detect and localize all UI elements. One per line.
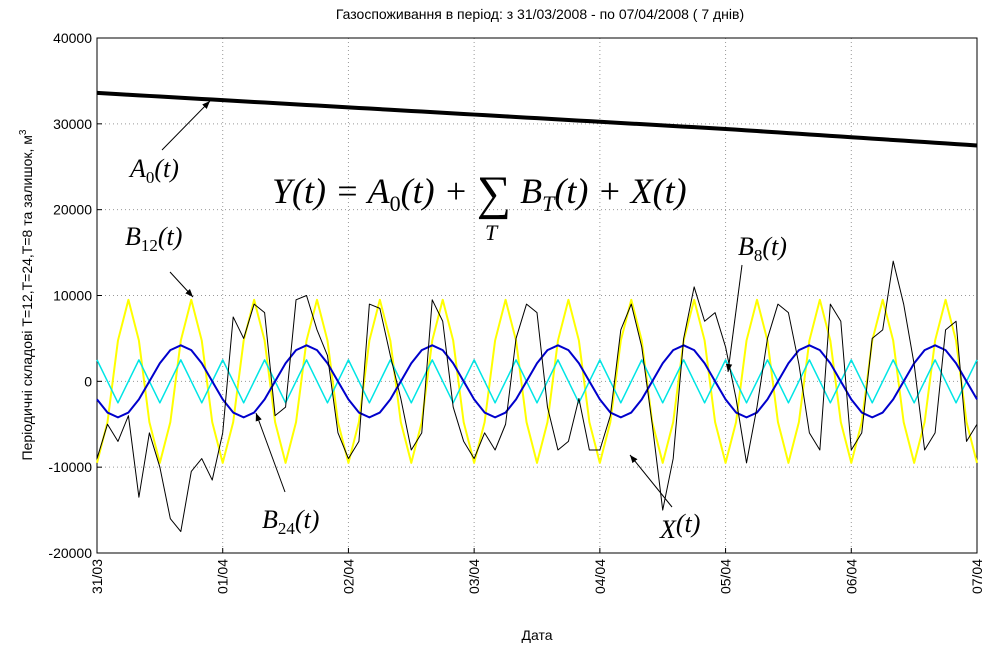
series-label-sub: 8 xyxy=(754,246,763,265)
series-line xyxy=(96,359,978,404)
x-tick-label: 04/04 xyxy=(592,559,608,594)
y-tick-label: -20000 xyxy=(48,545,92,561)
formula-part: (t) + X(t) xyxy=(554,171,686,211)
series-label-tail: (t) xyxy=(676,509,701,538)
x-tick-label: 05/04 xyxy=(718,559,734,594)
arrow xyxy=(161,100,211,151)
y-axis-label-sup: 3 xyxy=(18,129,29,135)
series-line xyxy=(96,260,978,533)
y-tick-label: 10000 xyxy=(53,288,92,304)
x-tick-label: 07/04 xyxy=(969,559,985,594)
formula-sub: T xyxy=(542,191,556,216)
series-label-tail: (t) xyxy=(762,232,787,261)
chart-title: Газоспоживання в період: з 31/03/2008 - … xyxy=(336,6,744,22)
series-label-sub: 24 xyxy=(278,519,296,538)
formula-part: B xyxy=(511,171,542,211)
x-tick-label: 01/04 xyxy=(215,559,231,594)
y-tick-label: -10000 xyxy=(48,459,92,475)
formula-sub: 0 xyxy=(390,191,401,216)
y-tick-label: 40000 xyxy=(53,30,92,46)
series-label-base: X xyxy=(659,515,677,544)
formula-part: Y(t) = A xyxy=(272,171,391,211)
series-label: X(t) xyxy=(659,509,700,544)
formula-sum: ∑ xyxy=(477,167,511,220)
arrow xyxy=(629,454,673,508)
x-tick-label: 06/04 xyxy=(843,559,859,594)
series-label-tail: (t) xyxy=(158,222,183,251)
series-label-tail: (t) xyxy=(295,505,320,534)
y-tick-label: 20000 xyxy=(53,202,92,218)
series-line xyxy=(96,298,978,464)
arrow xyxy=(255,412,286,493)
y-axis-label: Періодичні складові T=12,T=24,T=8 та зал… xyxy=(18,129,35,460)
formula: Y(t) = A0(t) + ∑ BT(t) + X(t) xyxy=(272,167,687,220)
y-tick-label: 30000 xyxy=(53,116,92,132)
x-tick-label: 31/03 xyxy=(89,559,105,594)
formula-index: T xyxy=(485,220,499,245)
arrow xyxy=(169,271,194,298)
x-tick-label: 02/04 xyxy=(340,559,356,594)
y-tick-label: 0 xyxy=(84,373,92,389)
series-label-base: A xyxy=(128,154,146,183)
series-label-base: B xyxy=(738,232,754,261)
series-label: A0(t) xyxy=(128,154,179,187)
series-label: B12(t) xyxy=(125,222,182,255)
y-axis-label-text: Періодичні складові T=12,T=24,T=8 та зал… xyxy=(19,135,35,460)
series-label-sub: 12 xyxy=(141,236,158,255)
series-line xyxy=(96,344,978,419)
x-tick-label: 03/04 xyxy=(466,559,482,594)
x-axis-label: Дата xyxy=(521,627,552,643)
series-label: B8(t) xyxy=(738,232,787,265)
formula-part: (t) + xyxy=(401,171,477,211)
arrows xyxy=(161,100,743,508)
series-label-tail: (t) xyxy=(154,154,179,183)
series-label: B24(t) xyxy=(262,505,319,538)
series-label-sub: 0 xyxy=(146,168,155,187)
series-label-base: B xyxy=(125,222,141,251)
arrow xyxy=(725,264,743,373)
axes-box xyxy=(96,37,978,554)
series-label-base: B xyxy=(262,505,278,534)
series-line xyxy=(96,90,978,148)
